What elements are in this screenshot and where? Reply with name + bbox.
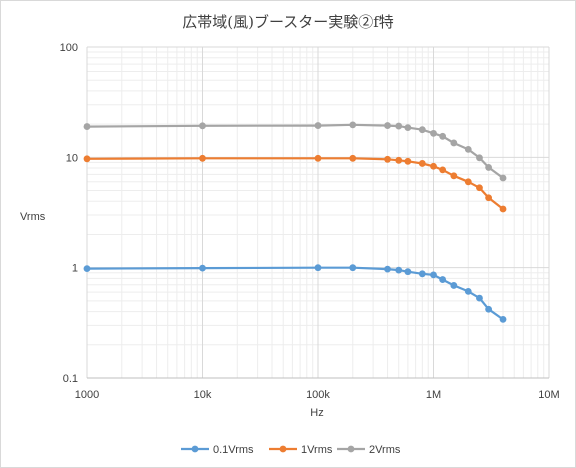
data-point [349, 121, 357, 129]
data-point [314, 264, 322, 272]
legend-label-1vrms: 1Vrms [301, 444, 333, 456]
data-point [430, 129, 437, 137]
data-point [450, 282, 458, 289]
data-point [430, 162, 437, 170]
data-point [384, 155, 391, 163]
data-point [395, 266, 403, 274]
data-point [485, 164, 493, 171]
data-point [395, 156, 403, 164]
data-point [450, 172, 458, 180]
y-axis-label: Vrms [20, 211, 46, 223]
data-point [439, 132, 447, 140]
data-point [499, 315, 507, 323]
y-axis-ticks: 0.1 1 10 100 [60, 42, 78, 385]
legend-marker-2vrms [347, 445, 355, 453]
data-point [418, 126, 426, 134]
data-point [199, 154, 206, 162]
series-2vrms [83, 121, 507, 182]
x-tick-label: 1M [426, 389, 441, 401]
data-point [485, 194, 493, 202]
data-point [418, 160, 426, 167]
series-1vrms [83, 154, 507, 213]
data-point [464, 146, 472, 153]
data-point [418, 270, 426, 278]
data-point [83, 265, 91, 273]
legend-marker-0-1vrms [191, 445, 199, 453]
legend: 0.1Vrms 1Vrms 2Vrms [181, 444, 401, 456]
data-point [199, 264, 206, 272]
data-point [464, 287, 472, 295]
y-tick-label: 100 [60, 42, 78, 54]
data-point [430, 271, 437, 279]
data-point [83, 155, 91, 163]
series-group [83, 121, 507, 323]
x-axis-label: Hz [310, 407, 323, 419]
data-point [476, 154, 483, 162]
data-point [404, 268, 412, 276]
data-point [485, 305, 493, 313]
data-point [499, 174, 507, 182]
data-point [476, 184, 483, 192]
data-point [314, 122, 322, 129]
legend-marker-1vrms [279, 445, 287, 453]
data-point [464, 178, 472, 186]
legend-label-2vrms: 2Vrms [369, 444, 401, 456]
data-point [199, 122, 206, 130]
data-point [314, 154, 322, 162]
y-tick-label: 0.1 [63, 373, 78, 385]
data-point [404, 124, 412, 131]
series-0-1vrms [83, 264, 507, 323]
data-point [384, 265, 391, 273]
x-tick-label: 100k [306, 389, 330, 401]
x-axis-ticks: 1000 10k 100k 1M 10M [75, 389, 560, 401]
chart-title: 広帯域(風)ブースター実験②f特 [182, 13, 394, 31]
data-point [349, 154, 357, 162]
data-point [499, 205, 507, 213]
x-tick-label: 10k [194, 389, 212, 401]
x-tick-label: 1000 [75, 389, 99, 401]
legend-label-0-1vrms: 0.1Vrms [213, 444, 254, 456]
data-point [83, 123, 91, 130]
data-point [384, 122, 391, 129]
data-point [404, 157, 412, 165]
data-point [439, 276, 447, 283]
x-tick-label: 10M [538, 389, 559, 401]
data-point [476, 294, 483, 302]
y-tick-label: 10 [66, 152, 78, 164]
data-point [349, 264, 357, 272]
data-point [439, 166, 447, 174]
y-tick-label: 1 [72, 263, 78, 275]
grid [86, 46, 550, 379]
data-point [395, 122, 403, 130]
data-point [450, 139, 458, 147]
